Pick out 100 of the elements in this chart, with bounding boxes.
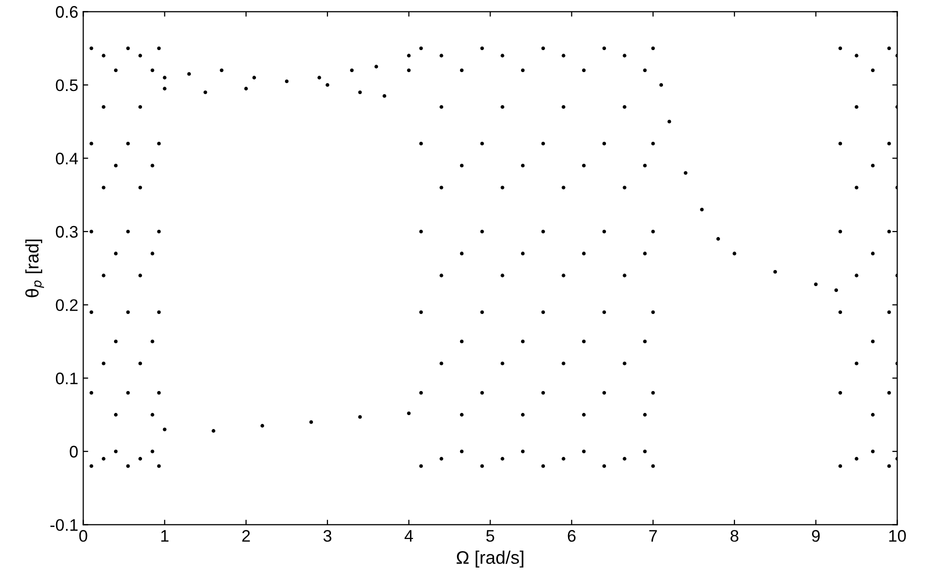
point (126, 464, 130, 468)
point (252, 76, 256, 80)
point (102, 362, 106, 366)
point (716, 237, 720, 241)
point (150, 450, 154, 454)
point (187, 72, 191, 76)
point (220, 68, 224, 72)
point (114, 164, 118, 168)
point (138, 456, 142, 461)
x-tick-label: 1 (161, 530, 168, 542)
point (358, 90, 362, 94)
point (309, 420, 314, 424)
y-tick-label: 0.4 (56, 152, 78, 164)
x-tick-label: 0 (79, 530, 88, 542)
x-tick-label: 5 (486, 530, 494, 542)
point (126, 310, 130, 314)
point (870, 164, 875, 168)
point (204, 90, 208, 94)
point (854, 274, 858, 278)
point (90, 230, 94, 234)
point (90, 142, 94, 146)
point (374, 64, 378, 68)
point (150, 412, 154, 417)
point (854, 362, 858, 366)
x-tick-label: 8 (730, 530, 738, 542)
point (126, 142, 130, 146)
y-tick-label: 0.3 (56, 226, 78, 238)
point (317, 76, 322, 80)
point (834, 288, 838, 292)
point (854, 456, 858, 461)
point (150, 164, 154, 168)
point (150, 252, 154, 256)
point (114, 252, 118, 256)
point (102, 186, 106, 190)
point (870, 412, 875, 417)
point (114, 340, 118, 344)
y-tick-label: 0 (70, 446, 78, 458)
point (326, 83, 330, 87)
point (887, 142, 891, 146)
point (138, 274, 142, 278)
point (773, 270, 777, 274)
point (157, 142, 161, 146)
point (887, 390, 891, 395)
point (838, 230, 842, 234)
x-tick-label: 10 (889, 530, 906, 542)
point (870, 252, 875, 256)
x-axis-title: Ω [rad/s] (456, 550, 524, 568)
point (854, 54, 858, 58)
x-tick-label: 4 (404, 530, 413, 542)
point (90, 464, 94, 468)
point (854, 186, 858, 190)
point (157, 230, 161, 234)
point (838, 390, 842, 395)
y-tick-label: 0.6 (56, 6, 78, 18)
point (126, 230, 130, 234)
x-tick-label: 2 (242, 530, 250, 542)
point (90, 310, 94, 314)
point (114, 450, 118, 454)
point (102, 456, 106, 461)
point (382, 94, 386, 98)
point (138, 105, 142, 109)
y-tick-label: 0.1 (56, 372, 78, 384)
point (244, 86, 248, 90)
point (157, 464, 161, 468)
point (260, 424, 264, 428)
point (854, 105, 858, 109)
point (138, 362, 142, 366)
point (887, 464, 891, 468)
y-axis-title: θ$_{p}$ [rad] (25, 240, 44, 298)
y-tick-label: -0.1 (50, 519, 78, 531)
point (407, 411, 411, 416)
point (212, 429, 216, 433)
y-tick-label: 0.2 (56, 299, 78, 312)
point (870, 68, 875, 72)
point (162, 86, 166, 90)
point (407, 68, 411, 72)
point (138, 54, 142, 58)
point (700, 208, 704, 212)
point (358, 415, 362, 419)
point (126, 390, 130, 395)
point (90, 390, 94, 395)
point (667, 120, 672, 124)
point (684, 171, 688, 175)
point (887, 230, 891, 234)
point (138, 186, 142, 190)
point (887, 310, 891, 314)
point (150, 68, 154, 72)
point (284, 79, 289, 84)
point (150, 340, 154, 344)
point (732, 252, 736, 256)
x-tick-label: 3 (323, 530, 332, 542)
point (407, 54, 411, 58)
point (870, 450, 875, 454)
point (838, 142, 842, 146)
point (157, 46, 161, 50)
point (157, 310, 161, 314)
point (350, 68, 354, 72)
point (114, 68, 118, 72)
point (887, 46, 891, 50)
point (102, 54, 106, 58)
